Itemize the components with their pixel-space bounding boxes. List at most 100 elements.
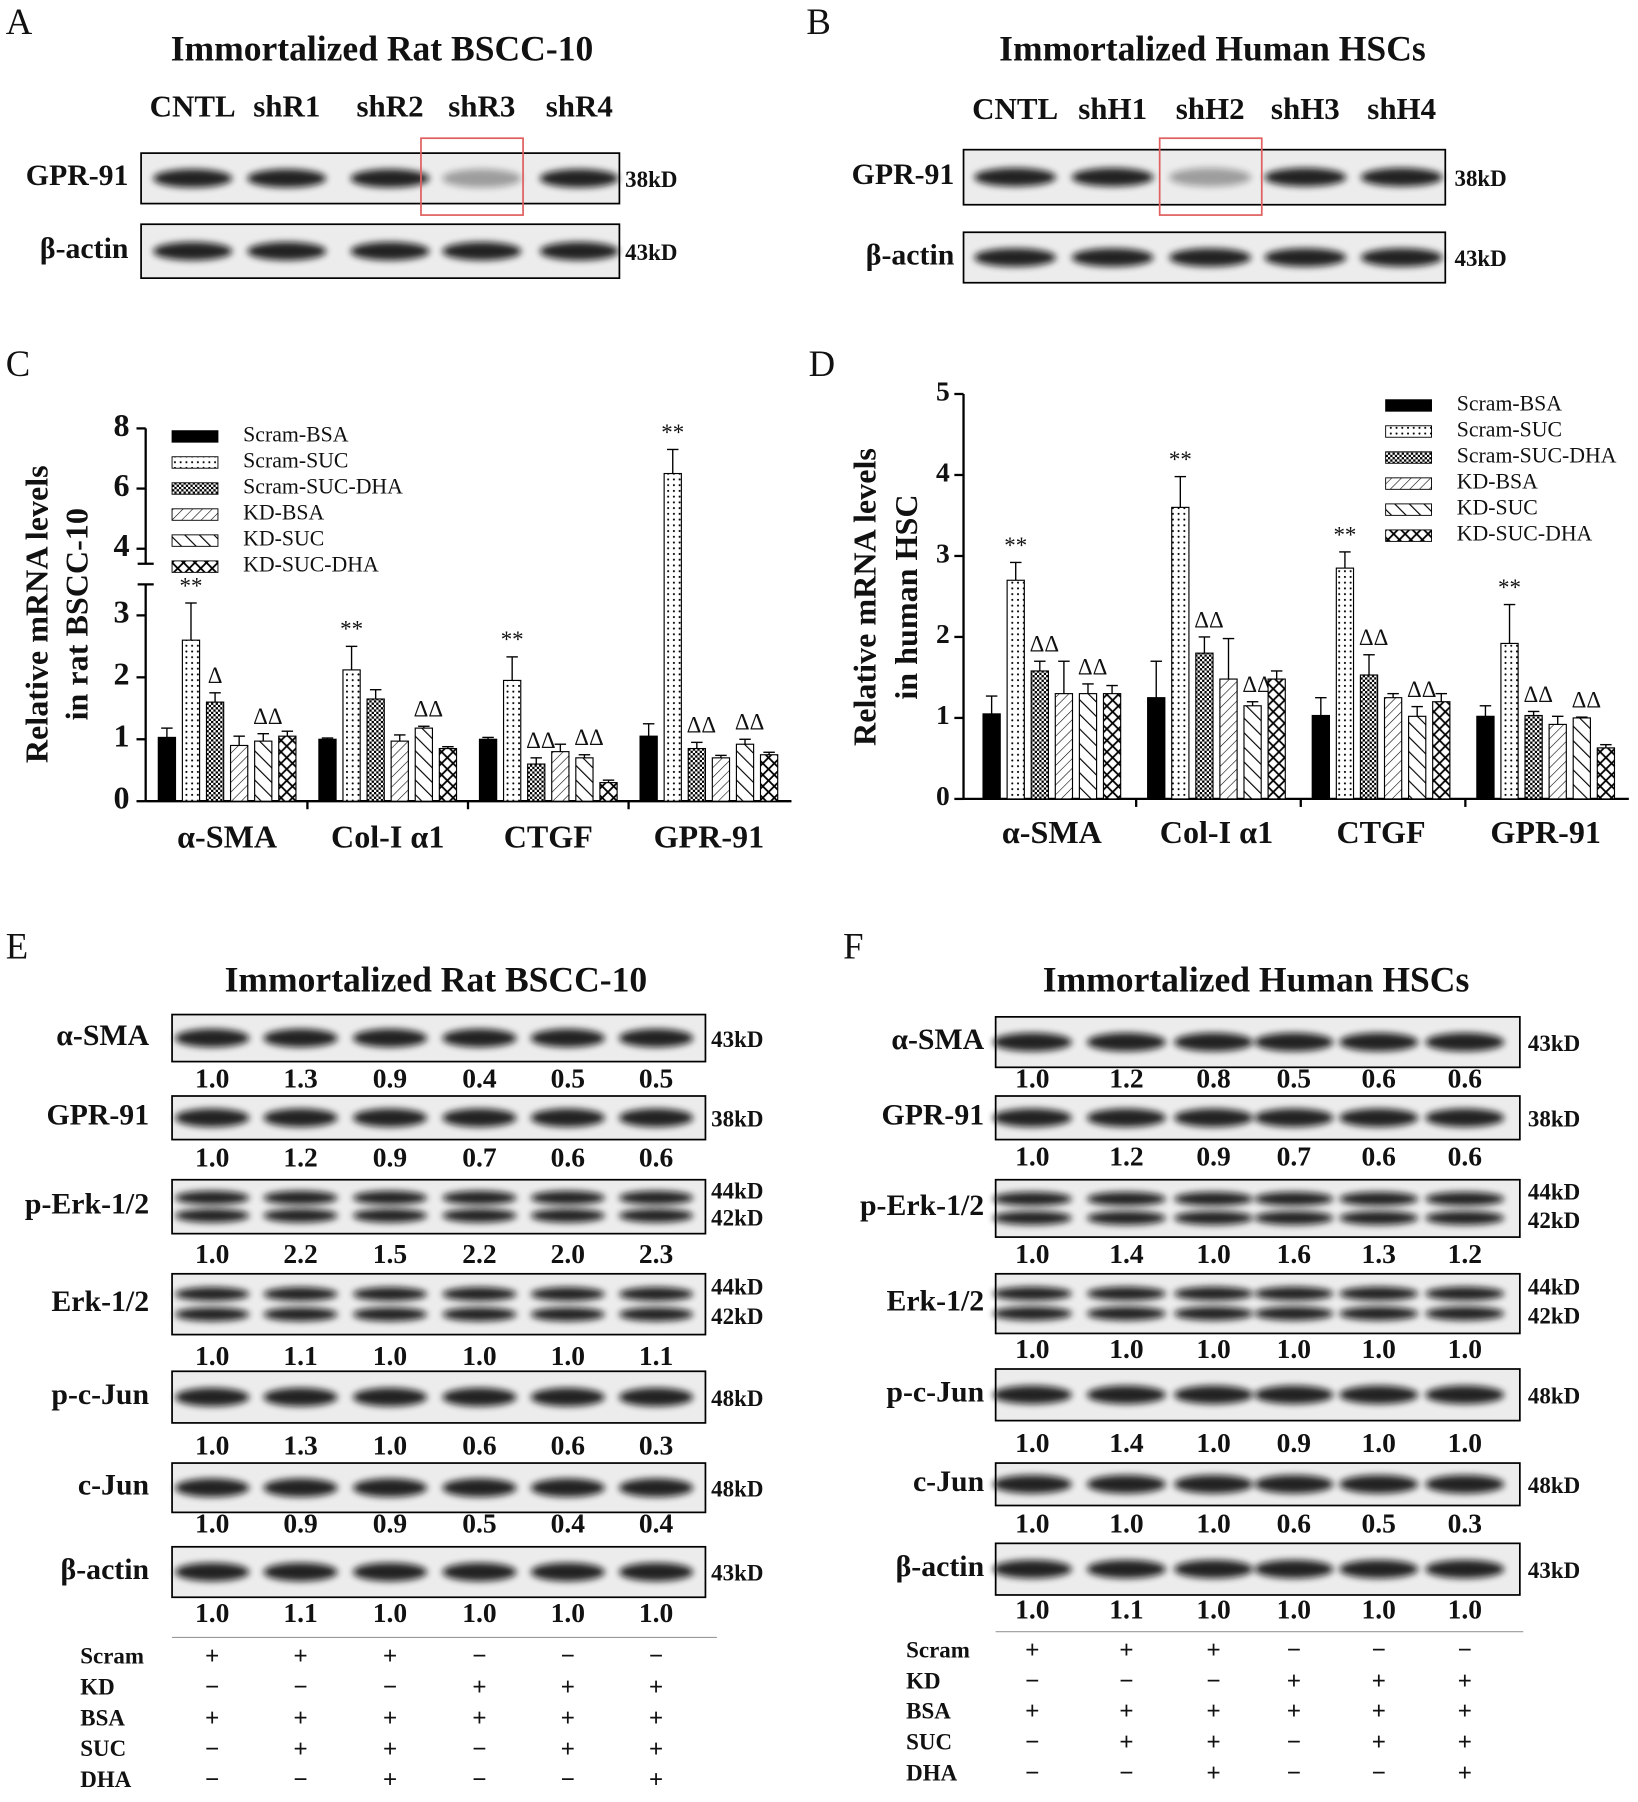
condition-sign: − — [561, 1643, 575, 1670]
y-tick-label: 6 — [114, 467, 130, 503]
bar — [1102, 693, 1122, 800]
condition-sign: + — [1206, 1637, 1220, 1664]
highlight-box — [1158, 137, 1263, 216]
blot-band — [1174, 1286, 1254, 1301]
significance-mark: ** — [340, 617, 363, 642]
condition-sign: + — [293, 1643, 307, 1670]
blot-band — [442, 169, 522, 188]
size-label: 42kD — [1528, 1208, 1580, 1233]
condition-sign: + — [1458, 1760, 1472, 1787]
blot-band — [1254, 1211, 1334, 1225]
bar — [1243, 705, 1262, 800]
bar — [205, 701, 225, 802]
x-tick-label: α-SMA — [177, 819, 277, 855]
significance-mark: ** — [661, 420, 684, 445]
blot-band — [992, 1191, 1072, 1206]
size-label: 43kD — [711, 1561, 763, 1586]
y-axis-label: in human HSC — [888, 494, 924, 699]
panel-title: Immortalized Rat BSCC-10 — [171, 28, 594, 68]
y-tick-label: 4 — [114, 527, 130, 563]
blot-band — [1174, 1211, 1254, 1225]
row-label: GPR-91 — [46, 1099, 149, 1132]
blot-band — [352, 1208, 428, 1223]
significance-mark: ΔΔ — [574, 725, 604, 750]
quant-value: 1.1 — [1109, 1593, 1143, 1624]
blot-band — [352, 1307, 428, 1322]
legend-swatch — [171, 560, 219, 573]
blot-band — [1174, 1559, 1254, 1579]
y-axis-label: in rat BSCC-10 — [59, 508, 95, 720]
quant-value: 0.7 — [462, 1142, 497, 1173]
condition-sign: − — [1119, 1668, 1133, 1695]
panel-letter: F — [843, 926, 863, 967]
blot-band — [1425, 1211, 1505, 1225]
legend-label: Scram-SUC-DHA — [243, 475, 403, 499]
quant-value: 0.9 — [373, 1142, 407, 1173]
highlight-box — [420, 137, 524, 216]
quant-value: 0.6 — [462, 1429, 496, 1460]
quant-value: 0.6 — [639, 1142, 673, 1173]
quant-value: 1.0 — [1196, 1427, 1230, 1458]
quant-value: 0.6 — [551, 1429, 585, 1460]
quant-value: 1.0 — [1196, 1593, 1230, 1624]
size-label: 43kD — [625, 240, 677, 265]
blot-band — [263, 1108, 338, 1127]
quant-value: 1.0 — [195, 1340, 229, 1371]
bar — [342, 669, 361, 802]
quant-value: 1.1 — [639, 1340, 673, 1371]
quant-value: 1.0 — [551, 1597, 585, 1628]
size-label: 44kD — [1528, 1274, 1580, 1299]
blot-band — [1339, 1286, 1419, 1301]
legend-swatch — [171, 430, 219, 443]
quant-value: 1.0 — [1362, 1593, 1396, 1624]
blot-band — [530, 1190, 605, 1205]
lane-label: shR3 — [448, 89, 515, 124]
size-label: 42kD — [1528, 1303, 1580, 1328]
size-label: 38kD — [1454, 166, 1506, 191]
quant-value: 0.6 — [1448, 1140, 1482, 1171]
quant-value: 0.6 — [551, 1142, 585, 1173]
condition-sign: − — [1458, 1637, 1472, 1664]
panel-letter: D — [809, 343, 836, 384]
quant-value: 1.0 — [1277, 1593, 1311, 1624]
blot-band — [1086, 1559, 1166, 1579]
quant-value: 0.9 — [373, 1062, 407, 1093]
blot-band — [1174, 1108, 1254, 1127]
quant-value: 1.0 — [195, 1238, 229, 1269]
blot-band — [1425, 1306, 1505, 1321]
y-tick-label: 3 — [114, 594, 130, 630]
condition-sign: + — [1206, 1698, 1220, 1725]
quant-value: 0.3 — [639, 1429, 673, 1460]
blot-band — [992, 1108, 1072, 1127]
condition-label: KD — [906, 1669, 940, 1694]
bar — [1311, 714, 1331, 800]
bar — [1383, 697, 1403, 800]
blot-band — [1086, 1475, 1166, 1494]
quant-value: 1.0 — [1015, 1333, 1049, 1364]
blot-band — [530, 1478, 605, 1497]
size-label: 42kD — [711, 1304, 763, 1329]
bar — [1054, 693, 1074, 800]
condition-sign: − — [383, 1674, 397, 1701]
blot-frame — [171, 1462, 707, 1514]
y-axis-label: Relative mRNA levels — [19, 465, 55, 763]
bar — [254, 740, 273, 802]
bar — [229, 744, 249, 802]
panel-letter: B — [806, 1, 830, 42]
condition-sign: + — [205, 1705, 219, 1732]
quant-value: 1.0 — [1277, 1333, 1311, 1364]
blot-band — [247, 169, 327, 188]
condition-sign: + — [1372, 1729, 1386, 1756]
blot-band — [1425, 1385, 1505, 1404]
bar — [478, 738, 498, 802]
row-label: GPR-91 — [26, 159, 129, 192]
legend-label: Scram-SUC — [243, 448, 348, 472]
condition-sign: + — [561, 1705, 575, 1732]
blot-band — [1174, 1191, 1254, 1206]
row-label: Erk-1/2 — [886, 1284, 984, 1317]
significance-mark: ** — [180, 573, 203, 598]
quant-value: 0.4 — [462, 1062, 497, 1093]
blot-band — [1425, 1475, 1505, 1494]
quant-value: 1.0 — [1448, 1427, 1482, 1458]
